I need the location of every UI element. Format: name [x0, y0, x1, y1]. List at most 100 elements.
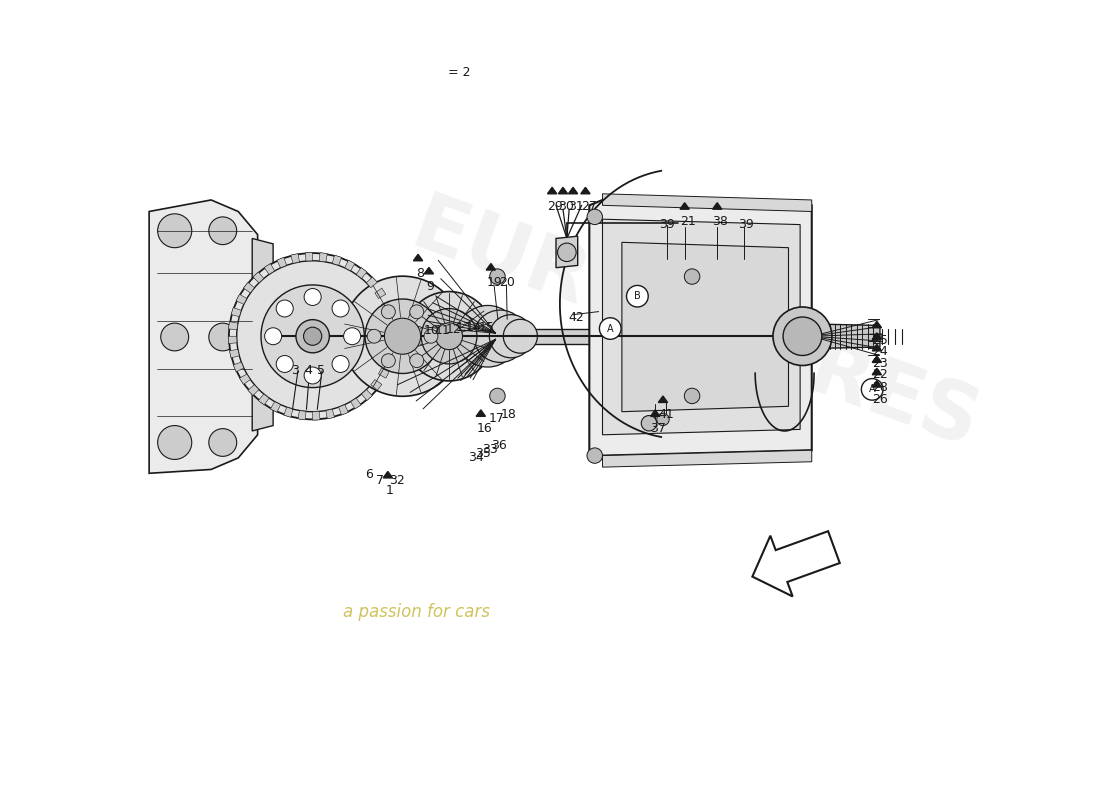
Text: 12: 12 [446, 323, 461, 336]
Polygon shape [872, 368, 881, 374]
Circle shape [424, 330, 438, 343]
Polygon shape [375, 288, 386, 298]
Polygon shape [680, 202, 690, 209]
Circle shape [304, 289, 321, 306]
Polygon shape [548, 187, 557, 194]
Text: 25: 25 [872, 334, 888, 346]
Polygon shape [236, 294, 246, 304]
Polygon shape [872, 356, 881, 362]
Circle shape [304, 367, 321, 384]
Polygon shape [378, 368, 389, 378]
Circle shape [332, 300, 349, 317]
Circle shape [456, 306, 519, 367]
Polygon shape [277, 258, 287, 268]
Circle shape [157, 426, 191, 459]
Circle shape [684, 269, 700, 284]
Polygon shape [284, 407, 293, 418]
Text: 39: 39 [659, 218, 674, 231]
Text: 9: 9 [427, 280, 434, 293]
Text: A: A [869, 384, 876, 394]
Circle shape [627, 286, 648, 307]
Text: B: B [634, 291, 640, 301]
Text: 38: 38 [713, 215, 728, 228]
Circle shape [600, 318, 621, 339]
Text: 18: 18 [500, 408, 517, 422]
Circle shape [209, 217, 236, 245]
Circle shape [304, 327, 322, 346]
Circle shape [157, 214, 191, 248]
Polygon shape [621, 242, 789, 412]
Text: 13: 13 [455, 322, 471, 334]
Text: 37: 37 [650, 422, 667, 435]
Text: 5: 5 [317, 364, 326, 378]
Polygon shape [581, 187, 590, 194]
Circle shape [236, 261, 388, 412]
Circle shape [276, 300, 294, 317]
Text: 24: 24 [872, 345, 888, 358]
Polygon shape [356, 267, 367, 278]
Text: 27: 27 [581, 200, 596, 213]
Text: 42: 42 [569, 311, 584, 324]
Circle shape [657, 414, 669, 426]
Circle shape [773, 307, 832, 366]
Polygon shape [271, 402, 281, 412]
Text: 22: 22 [872, 368, 888, 382]
Polygon shape [298, 410, 306, 420]
Circle shape [276, 355, 294, 373]
Circle shape [861, 378, 883, 400]
Circle shape [641, 415, 657, 431]
Circle shape [410, 354, 424, 368]
Circle shape [365, 299, 440, 374]
Circle shape [410, 305, 424, 318]
Polygon shape [650, 410, 660, 416]
Polygon shape [228, 336, 236, 343]
Text: 31: 31 [569, 200, 584, 213]
Circle shape [161, 323, 189, 351]
Text: 1: 1 [385, 484, 394, 497]
Polygon shape [231, 307, 241, 317]
Text: 23: 23 [872, 357, 888, 370]
Polygon shape [414, 254, 422, 261]
Circle shape [342, 276, 463, 396]
Text: 34: 34 [468, 450, 483, 464]
Text: 11: 11 [436, 323, 451, 337]
Text: 26: 26 [872, 393, 888, 406]
Text: 10: 10 [424, 323, 439, 337]
Polygon shape [326, 409, 334, 419]
Text: 36: 36 [491, 439, 507, 452]
Circle shape [474, 310, 527, 362]
Circle shape [684, 388, 700, 404]
Polygon shape [243, 282, 254, 293]
Text: 35: 35 [474, 446, 491, 460]
Polygon shape [306, 252, 312, 261]
Circle shape [587, 209, 603, 225]
Circle shape [490, 388, 505, 404]
Polygon shape [387, 343, 397, 351]
Polygon shape [362, 390, 373, 401]
Polygon shape [872, 381, 881, 387]
Text: 3: 3 [292, 364, 299, 378]
Polygon shape [486, 263, 495, 270]
Polygon shape [382, 301, 392, 310]
Text: 17: 17 [488, 412, 505, 425]
Polygon shape [150, 200, 257, 474]
Text: A: A [607, 323, 614, 334]
Circle shape [261, 285, 364, 387]
Circle shape [367, 330, 381, 343]
Circle shape [558, 243, 576, 262]
Text: 19: 19 [486, 276, 502, 289]
Polygon shape [713, 202, 722, 209]
Circle shape [587, 448, 603, 463]
Polygon shape [240, 374, 251, 384]
Text: 4: 4 [304, 364, 312, 378]
Polygon shape [351, 398, 361, 409]
Text: 29: 29 [548, 200, 563, 213]
Circle shape [490, 314, 532, 358]
Text: 21: 21 [680, 215, 695, 228]
Circle shape [783, 317, 822, 355]
Polygon shape [248, 385, 258, 395]
Polygon shape [319, 253, 328, 262]
Circle shape [209, 323, 236, 351]
Polygon shape [752, 531, 839, 597]
Polygon shape [332, 255, 341, 266]
